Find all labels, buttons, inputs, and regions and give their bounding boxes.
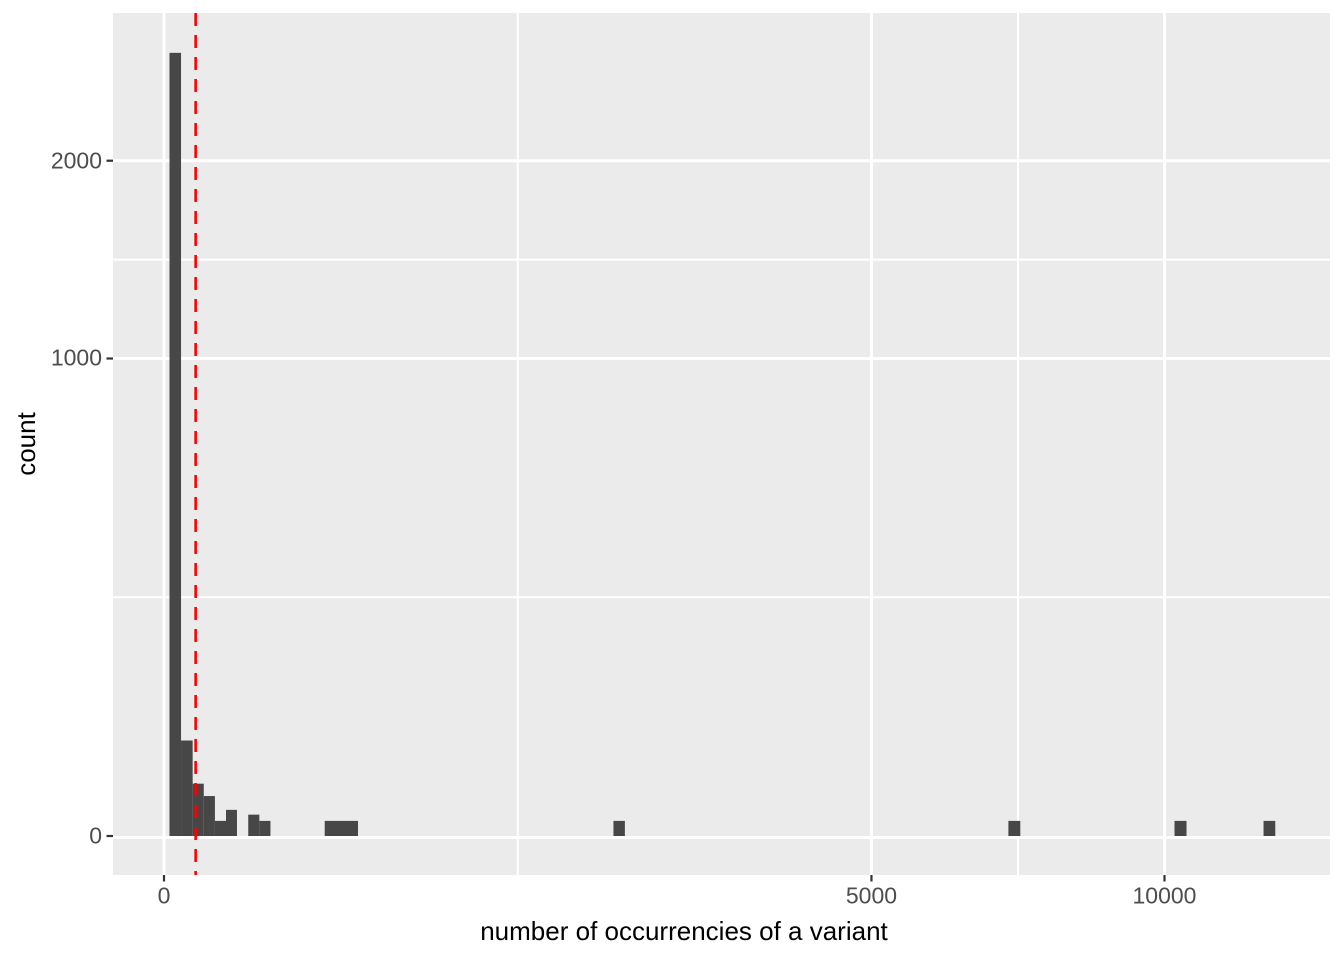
y-tick-label: 2000 <box>50 147 102 174</box>
x-tick-label: 5000 <box>845 882 898 909</box>
x-tick-label: 10000 <box>1132 882 1197 909</box>
x-axis-title: number of occurrencies of a variant <box>480 916 888 946</box>
histogram-bar <box>259 820 271 836</box>
histogram-bar <box>169 52 182 837</box>
histogram-bar <box>1263 820 1276 836</box>
histogram-bar <box>225 809 237 836</box>
histogram-bar <box>181 740 193 836</box>
y-axis-title: count <box>11 412 41 476</box>
histogram-bar <box>214 820 226 836</box>
plot-panel <box>113 13 1330 875</box>
histogram-bar <box>1174 820 1187 836</box>
histogram-bar <box>1008 820 1021 836</box>
histogram-bar <box>192 783 204 836</box>
histogram-bar <box>613 820 625 836</box>
histogram-bar <box>203 796 215 836</box>
y-tick-label: 0 <box>89 822 102 849</box>
y-tick-label: 1000 <box>50 344 102 371</box>
x-tick-label: 0 <box>157 882 171 909</box>
histogram-bar <box>248 814 260 836</box>
histogram-bar <box>324 820 359 836</box>
